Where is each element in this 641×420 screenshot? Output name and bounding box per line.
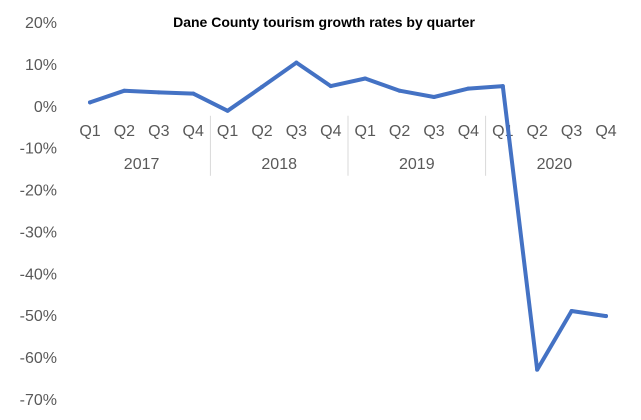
data-point	[156, 90, 161, 95]
y-tick-label: 20%	[25, 15, 57, 32]
data-point	[604, 314, 608, 319]
data-point	[500, 84, 505, 89]
data-point	[294, 60, 299, 65]
chart-title: Dane County tourism growth rates by quar…	[173, 14, 475, 30]
x-tick-label: Q3	[286, 123, 307, 140]
x-tick-label: Q2	[389, 123, 410, 140]
x-group-label: 2018	[261, 156, 297, 173]
y-tick-label: -60%	[20, 350, 57, 367]
x-tick-label: Q1	[217, 123, 238, 140]
data-point	[397, 88, 402, 93]
data-point	[122, 88, 127, 93]
data-point	[569, 309, 574, 314]
y-tick-label: -40%	[20, 266, 57, 283]
y-tick-label: -10%	[20, 141, 57, 158]
data-point	[363, 76, 368, 81]
x-group-label: 2017	[124, 156, 160, 173]
x-tick-label: Q4	[595, 123, 616, 140]
x-group-label: 2020	[537, 156, 573, 173]
y-tick-label: -50%	[20, 308, 57, 325]
x-tick-label: Q3	[148, 123, 169, 140]
data-point	[466, 86, 471, 91]
x-tick-label: Q3	[561, 123, 582, 140]
x-tick-label: Q1	[79, 123, 100, 140]
x-tick-label: Q2	[114, 123, 135, 140]
y-tick-label: -70%	[20, 392, 57, 409]
x-tick-label: Q4	[320, 123, 341, 140]
y-tick-label: -30%	[20, 224, 57, 241]
data-point	[225, 108, 230, 113]
x-tick-label: Q4	[458, 123, 479, 140]
data-point	[88, 100, 92, 105]
x-tick-label: Q1	[355, 123, 376, 140]
data-point	[432, 94, 436, 99]
y-tick-label: -20%	[20, 183, 57, 200]
x-group-label: 2019	[399, 156, 435, 173]
data-point	[191, 91, 196, 96]
data-point	[260, 84, 264, 89]
series-line	[88, 60, 608, 372]
y-tick-label: 0%	[34, 99, 57, 116]
data-point	[535, 367, 540, 372]
series-layer	[88, 60, 608, 372]
x-tick-label: Q4	[183, 123, 204, 140]
y-tick-label: 10%	[25, 57, 57, 74]
data-point	[328, 84, 333, 89]
x-tick-label: Q3	[423, 123, 444, 140]
x-tick-label: Q2	[251, 123, 272, 140]
y-axis-ticks: 20% 10% 0% -10% -20% -30% -40% -50% -60% -70%	[20, 15, 57, 409]
x-tick-label: Q2	[527, 123, 548, 140]
